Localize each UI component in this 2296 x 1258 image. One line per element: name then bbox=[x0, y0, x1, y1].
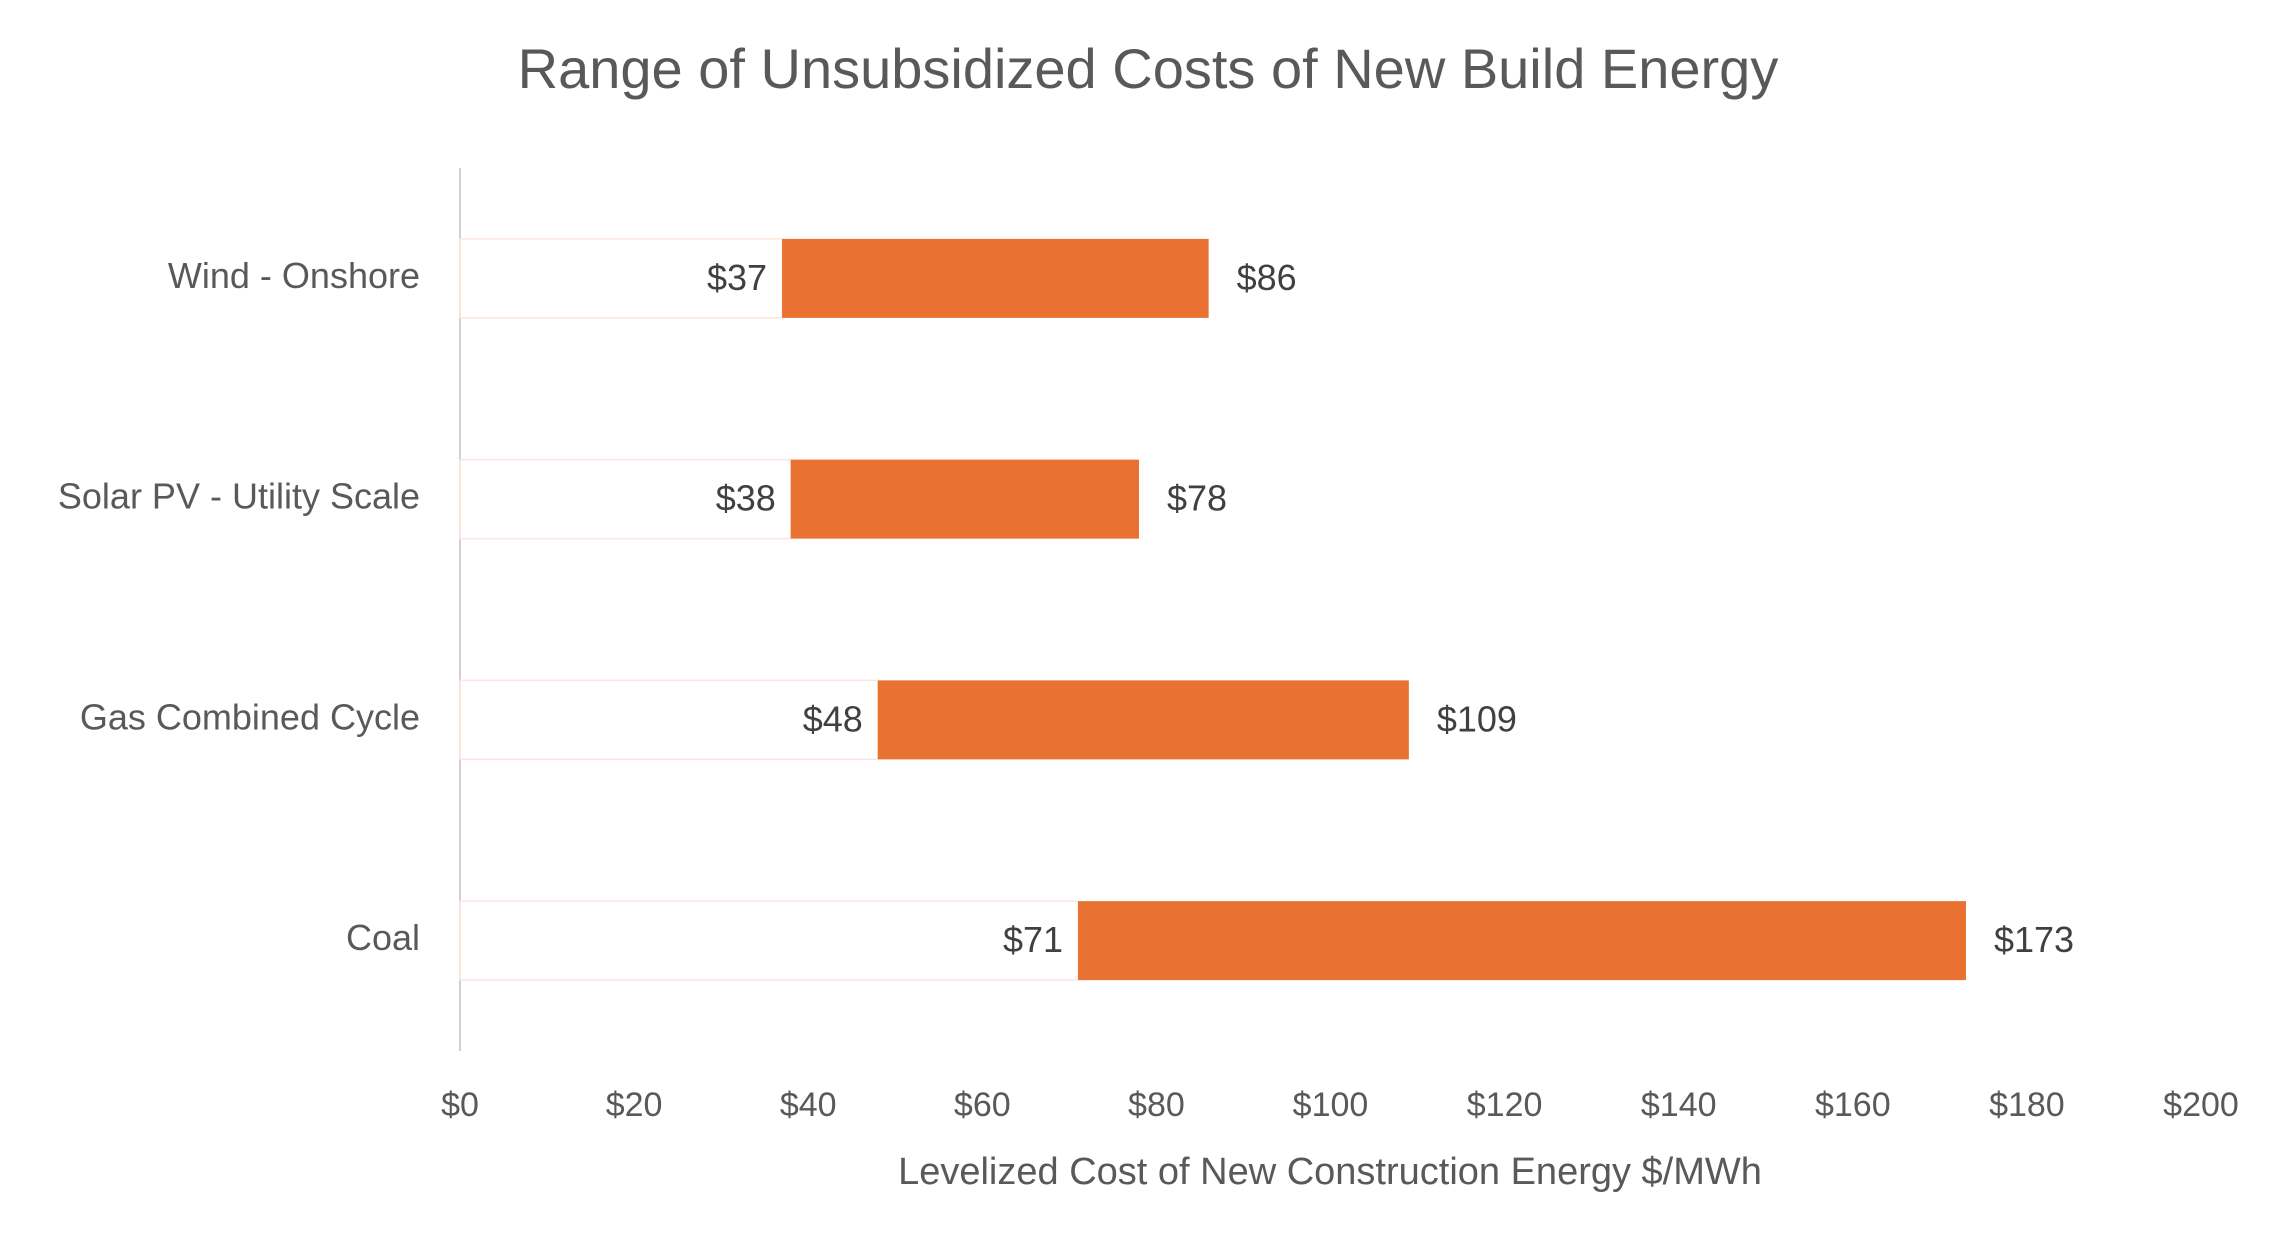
high-label: $86 bbox=[1237, 257, 1297, 298]
range-bar bbox=[782, 238, 1209, 318]
x-tick-label: $180 bbox=[1989, 1086, 2065, 1124]
high-label: $173 bbox=[1994, 919, 2074, 960]
high-label: $78 bbox=[1167, 478, 1227, 519]
x-tick-label: $20 bbox=[606, 1086, 663, 1124]
base-bar bbox=[459, 900, 1079, 981]
y-tick-label: Solar PV - Utility Scale bbox=[58, 476, 420, 517]
high-label: $109 bbox=[1437, 698, 1517, 739]
y-tick-label: Gas Combined Cycle bbox=[80, 696, 420, 737]
chart-title: Range of Unsubsidized Costs of New Build… bbox=[518, 37, 1779, 100]
x-tick-label: $60 bbox=[954, 1086, 1011, 1124]
x-tick-label: $160 bbox=[1815, 1086, 1891, 1124]
low-label: $38 bbox=[716, 478, 776, 519]
x-tick-label: $0 bbox=[441, 1086, 479, 1124]
low-label: $48 bbox=[803, 698, 863, 739]
range-bar bbox=[1078, 901, 1966, 981]
x-tick-label: $100 bbox=[1293, 1086, 1369, 1124]
low-label: $37 bbox=[707, 257, 767, 298]
y-tick-label: Coal bbox=[346, 917, 420, 958]
base-bar bbox=[459, 679, 879, 761]
low-label: $71 bbox=[1003, 919, 1063, 960]
x-tick-label: $40 bbox=[780, 1086, 837, 1124]
x-axis-title: Levelized Cost of New Construction Energ… bbox=[898, 1151, 1762, 1193]
base-bar bbox=[459, 238, 783, 319]
x-tick-label: $120 bbox=[1467, 1086, 1543, 1124]
range-bar bbox=[877, 680, 1409, 760]
x-tick-label: $140 bbox=[1641, 1086, 1717, 1124]
y-tick-label: Wind - Onshore bbox=[168, 255, 420, 296]
range-bar bbox=[790, 459, 1139, 539]
x-tick-label: $80 bbox=[1128, 1086, 1185, 1124]
base-bar bbox=[459, 458, 792, 540]
x-tick-label: $200 bbox=[2163, 1086, 2239, 1124]
